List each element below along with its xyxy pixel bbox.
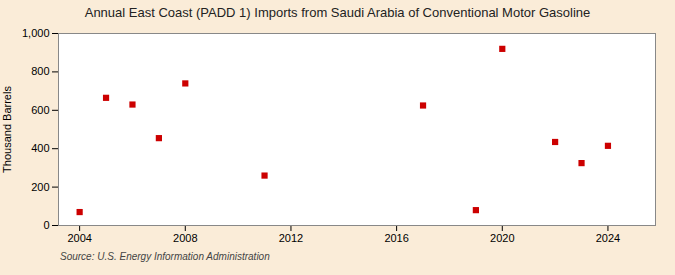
svg-text:400: 400 (31, 142, 49, 154)
html-text:Annual East Coast (PADD 1) Imp: Annual East Coast (PADD 1) Imports from … (84, 5, 591, 20)
html-text:Source: U.S. Energy Informatio: Source: U.S. Energy Information Administ… (60, 251, 270, 262)
svg-text:2016: 2016 (384, 232, 408, 244)
svg-text:800: 800 (31, 65, 49, 77)
svg-text:2004: 2004 (67, 232, 91, 244)
svg-text:2008: 2008 (173, 232, 197, 244)
svg-text:0: 0 (43, 219, 49, 231)
svg-text:2012: 2012 (279, 232, 303, 244)
svg-text:2024: 2024 (596, 232, 620, 244)
svg-text:2020: 2020 (490, 232, 514, 244)
svg-text:600: 600 (31, 104, 49, 116)
svg-text:200: 200 (31, 181, 49, 193)
svg-text:1,000: 1,000 (22, 27, 50, 39)
svg-text:Thousand Barrels: Thousand Barrels (1, 86, 13, 173)
